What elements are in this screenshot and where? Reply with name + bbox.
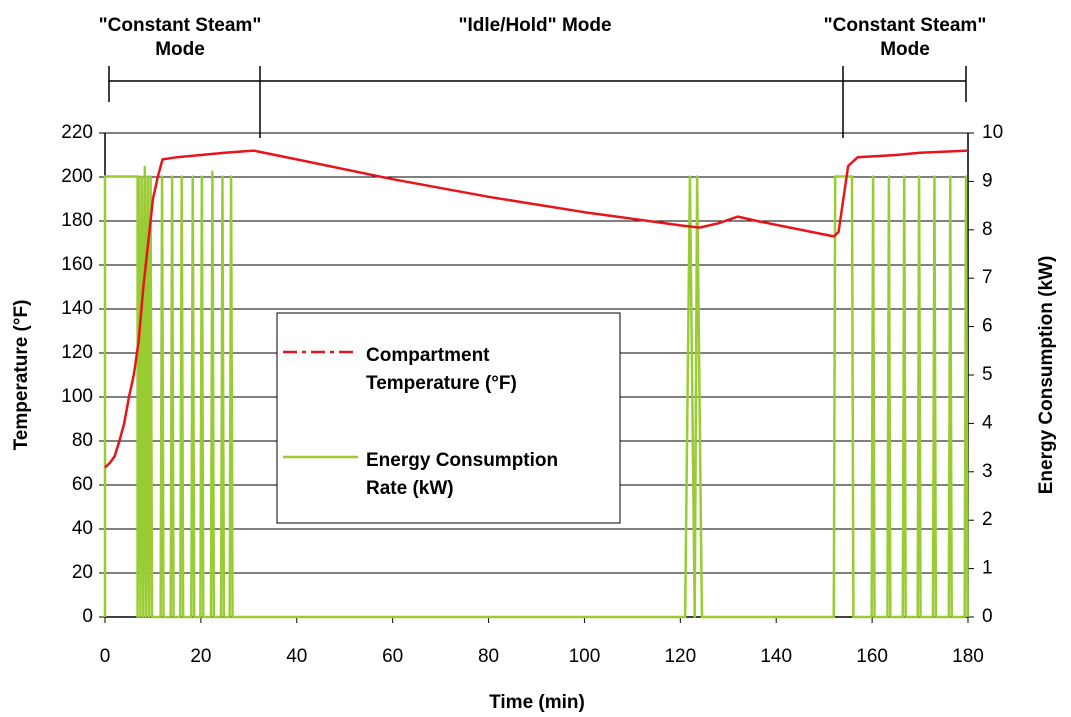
y2-tick-label: 8 xyxy=(982,219,993,240)
annotation: "Constant Steam" Mode xyxy=(823,15,987,60)
y2-tick-label: 10 xyxy=(982,122,1003,143)
y-tick-label: 100 xyxy=(61,386,93,407)
y-tick-label: 220 xyxy=(61,122,93,143)
y-tick-label: 140 xyxy=(61,298,93,319)
y2-axis-title: Energy Consumption (kW) xyxy=(1036,256,1057,495)
legend-label: Energy Consumption Rate (kW) xyxy=(366,450,559,499)
y2-tick-label: 2 xyxy=(982,509,993,530)
y2-tick-label: 1 xyxy=(982,558,993,579)
y2-tick-label: 5 xyxy=(982,364,993,385)
y-tick-label: 20 xyxy=(72,562,93,583)
y-tick-label: 200 xyxy=(61,166,93,187)
y2-tick-label: 6 xyxy=(982,316,993,337)
x-axis-title: Time (min) xyxy=(489,692,585,713)
y-tick-label: 0 xyxy=(82,606,93,627)
y-tick-label: 40 xyxy=(72,518,93,539)
x-tick-label: 40 xyxy=(286,646,307,667)
legend-box xyxy=(276,312,621,524)
x-tick-label: 80 xyxy=(478,646,499,667)
x-tick-label: 20 xyxy=(190,646,211,667)
mode-brackets xyxy=(108,66,967,138)
x-tick-label: 180 xyxy=(952,646,984,667)
y2-tick-label: 7 xyxy=(982,267,993,288)
legend-label: Compartment Temperature (°F) xyxy=(366,345,517,394)
x-tick-label: 100 xyxy=(569,646,601,667)
y2-tick-label: 9 xyxy=(982,170,993,191)
x-tick-label: 120 xyxy=(664,646,696,667)
series-line xyxy=(104,149,969,469)
y-axis-title: Temperature (°F) xyxy=(11,300,32,451)
y-tick-label: 180 xyxy=(61,210,93,231)
x-tick-label: 160 xyxy=(856,646,888,667)
series-line xyxy=(103,165,969,619)
y2-tick-label: 0 xyxy=(982,606,993,627)
x-tick-label: 140 xyxy=(760,646,792,667)
annotation: "Idle/Hold" Mode xyxy=(458,15,612,36)
y-tick-label: 80 xyxy=(72,430,93,451)
y-tick-label: 60 xyxy=(72,474,93,495)
x-tick-label: 0 xyxy=(100,646,111,667)
x-tick-label: 60 xyxy=(382,646,403,667)
y-tick-label: 120 xyxy=(61,342,93,363)
y2-tick-label: 3 xyxy=(982,461,993,482)
annotation: "Constant Steam" Mode xyxy=(98,15,262,60)
y2-tick-label: 4 xyxy=(982,412,993,433)
y-tick-label: 160 xyxy=(61,254,93,275)
